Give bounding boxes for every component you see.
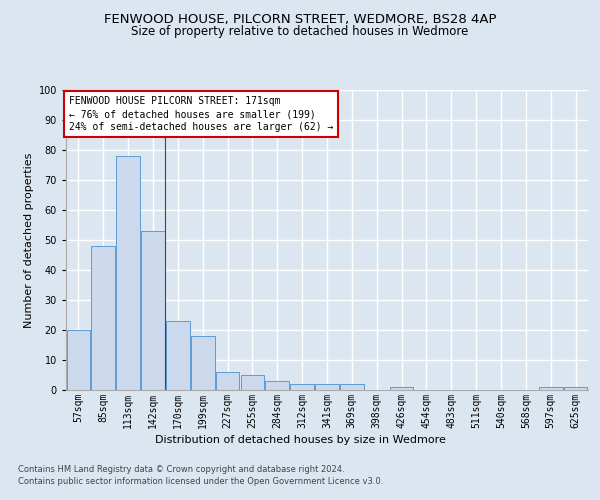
Bar [390,387,413,390]
Bar [191,336,215,390]
Y-axis label: Number of detached properties: Number of detached properties [25,152,34,328]
Text: FENWOOD HOUSE PILCORN STREET: 171sqm
← 76% of detached houses are smaller (199)
: FENWOOD HOUSE PILCORN STREET: 171sqm ← 7… [68,96,333,132]
Text: Size of property relative to detached houses in Wedmore: Size of property relative to detached ho… [131,25,469,38]
Bar [539,387,563,390]
Bar [216,372,239,390]
Text: Contains public sector information licensed under the Open Government Licence v3: Contains public sector information licen… [18,478,383,486]
Text: Contains HM Land Registry data © Crown copyright and database right 2024.: Contains HM Land Registry data © Crown c… [18,465,344,474]
Bar [315,384,339,390]
Text: FENWOOD HOUSE, PILCORN STREET, WEDMORE, BS28 4AP: FENWOOD HOUSE, PILCORN STREET, WEDMORE, … [104,12,496,26]
Bar [67,330,90,390]
Bar [290,384,314,390]
Bar [116,156,140,390]
Bar [340,384,364,390]
Bar [141,231,165,390]
Text: Distribution of detached houses by size in Wedmore: Distribution of detached houses by size … [155,435,445,445]
Bar [564,387,587,390]
Bar [166,321,190,390]
Bar [241,375,264,390]
Bar [91,246,115,390]
Bar [265,381,289,390]
